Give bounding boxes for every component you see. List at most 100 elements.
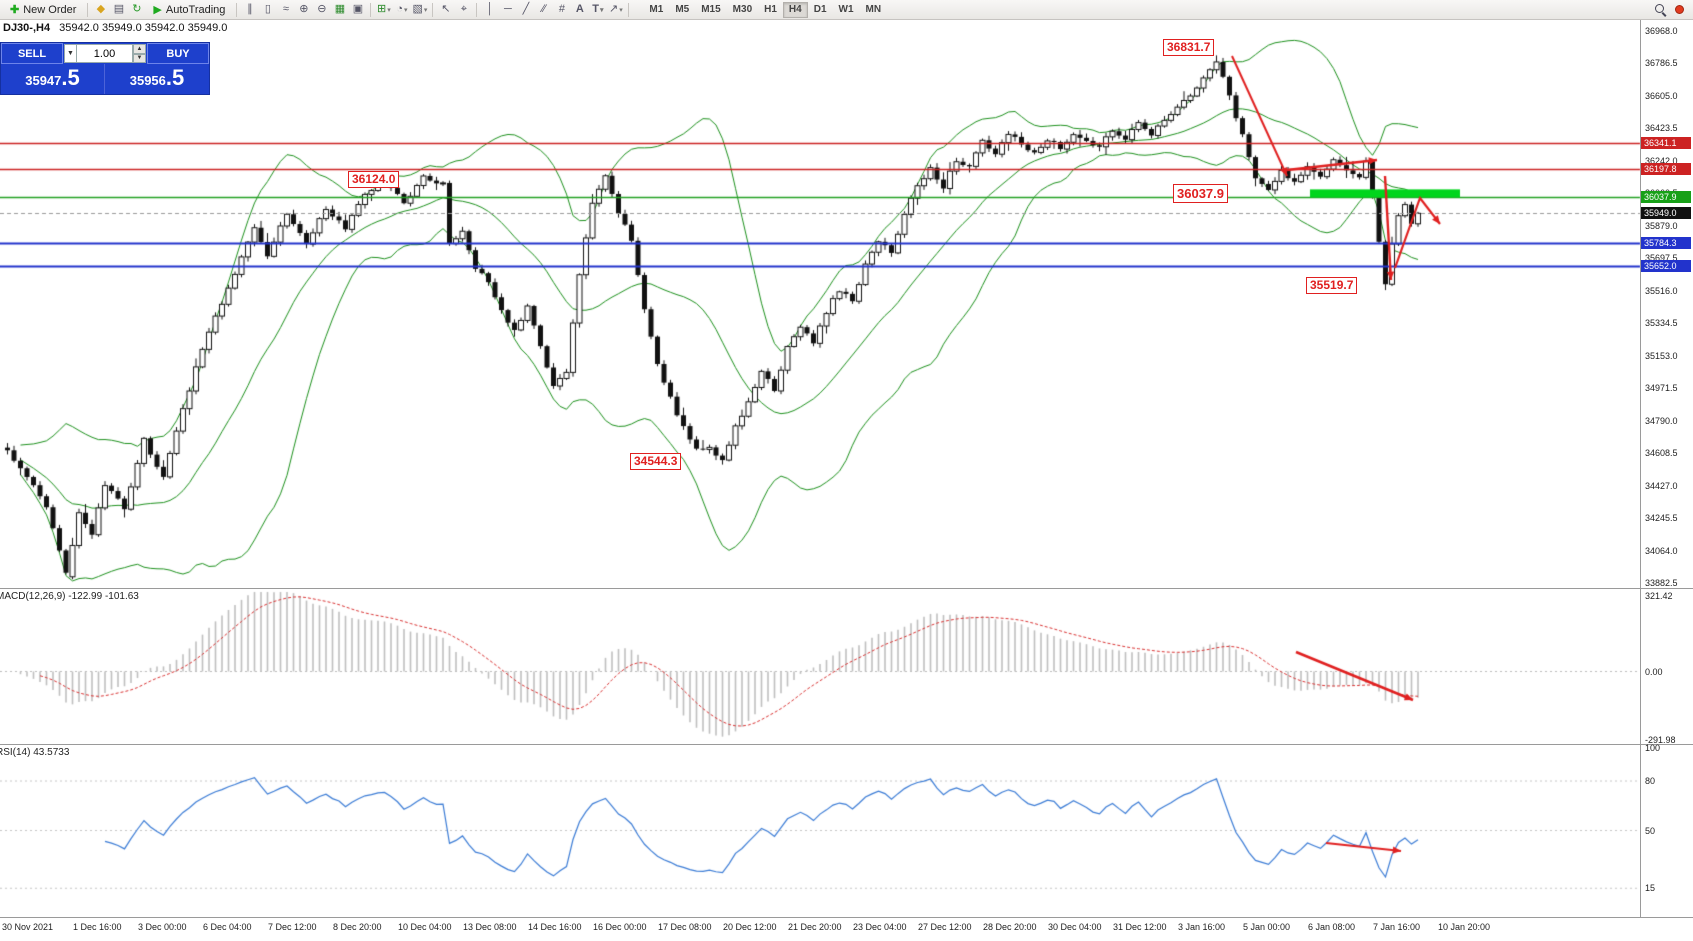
time-axis-label: 10 Dec 04:00 xyxy=(398,922,452,932)
panel-splitter-rsi[interactable] xyxy=(0,744,1693,745)
symbol-period-label: DJ30-,H4 xyxy=(3,22,51,34)
indicators-icon[interactable]: ⊞▾ xyxy=(377,3,391,15)
periods-icon[interactable]: ◔▾ xyxy=(396,3,408,15)
rsi-axis-value: 15 xyxy=(1645,883,1656,894)
price-axis-value: 34245.5 xyxy=(1645,513,1678,524)
price-axis-value: 34790.0 xyxy=(1645,415,1678,426)
buy-button[interactable]: BUY xyxy=(147,43,209,64)
timeframe-mn-button[interactable]: MN xyxy=(860,2,888,18)
timeframe-m15-button[interactable]: M15 xyxy=(695,2,726,18)
timeframe-h1-button[interactable]: H1 xyxy=(758,2,783,18)
time-axis-label: 3 Dec 00:00 xyxy=(138,922,187,932)
buy-price-main: 35956 xyxy=(129,73,166,88)
price-axis-value: 34064.0 xyxy=(1645,545,1678,556)
zoom-in-icon[interactable]: ⊕ xyxy=(299,3,309,15)
toolbar-separator xyxy=(476,2,478,17)
time-axis-label: 27 Dec 12:00 xyxy=(918,922,972,932)
timeframe-m1-button[interactable]: M1 xyxy=(643,2,669,18)
lot-size-input[interactable] xyxy=(77,44,133,63)
price-axis-tag: 35784.3 xyxy=(1641,236,1691,249)
connection-status-icon xyxy=(1675,5,1684,14)
one-click-trading-panel: SELL ▼ ▲ ▼ BUY 35947.5 35956.5 xyxy=(0,42,210,95)
time-axis-label: 6 Jan 08:00 xyxy=(1308,922,1356,932)
timeframe-m30-button[interactable]: M30 xyxy=(727,2,758,18)
autotrading-button[interactable]: ▶ AutoTrading xyxy=(146,1,232,18)
time-axis-label: 23 Dec 04:00 xyxy=(853,922,907,932)
annotation-low-34544[interactable]: 34544.3 xyxy=(630,453,682,470)
time-axis-label: 28 Dec 20:00 xyxy=(983,922,1037,932)
price-axis-value: 35516.0 xyxy=(1645,285,1678,296)
timeframe-m5-button[interactable]: M5 xyxy=(669,2,695,18)
price-axis-value: 33882.5 xyxy=(1645,578,1678,588)
lot-decrease-button[interactable]: ▼ xyxy=(133,53,146,63)
time-axis[interactable]: 30 Nov 2021 1 Dec 16:00 3 Dec 00:00 6 Dec 0… xyxy=(0,918,1640,941)
toolbar-separator xyxy=(87,2,89,17)
sell-price[interactable]: 35947.5 xyxy=(1,64,105,94)
fibonacci-icon[interactable]: # xyxy=(558,3,565,15)
price-axis-value: 35879.0 xyxy=(1645,220,1678,231)
timeframe-d1-button[interactable]: D1 xyxy=(808,2,833,18)
cursor-icon[interactable]: ↖ xyxy=(441,3,451,15)
price-axis[interactable]: 36968.036786.536605.036423.536242.036060… xyxy=(1641,20,1693,917)
sell-button[interactable]: SELL xyxy=(1,43,63,64)
time-axis-label: 13 Dec 08:00 xyxy=(463,922,517,932)
price-axis-value: 36242.0 xyxy=(1645,155,1678,166)
macd-axis-value: 321.42 xyxy=(1645,591,1673,601)
templates-icon[interactable]: ▧▾ xyxy=(412,3,428,15)
toolbar: ✚ New Order ◆ ▤ ↻ ▶ AutoTrading ∥ ▯ ≈ ⊕ … xyxy=(0,0,1693,20)
lot-increase-button[interactable]: ▲ xyxy=(133,44,146,54)
trade-panel-price-row: 35947.5 35956.5 xyxy=(1,64,209,94)
time-axis-label: 5 Jan 00:00 xyxy=(1243,922,1291,932)
time-axis-label: 21 Dec 20:00 xyxy=(788,922,842,932)
autotrading-label: AutoTrading xyxy=(165,3,226,16)
price-axis-value: 35153.0 xyxy=(1645,350,1678,361)
panel-splitter-macd[interactable] xyxy=(0,588,1693,589)
text-icon[interactable]: A xyxy=(575,3,584,15)
trade-panel-top-row: SELL ▼ ▲ ▼ BUY xyxy=(1,43,209,64)
timeframe-h4-button[interactable]: H4 xyxy=(782,1,808,18)
search-icon[interactable] xyxy=(1654,3,1667,16)
candlestick-chart-icon[interactable]: ▯ xyxy=(264,3,271,15)
price-axis-value: 34427.0 xyxy=(1645,480,1678,491)
new-order-icon: ✚ xyxy=(10,4,20,16)
lot-stepper: ▲ ▼ xyxy=(133,44,146,63)
annotation-low-35519[interactable]: 35519.7 xyxy=(1306,277,1358,294)
time-axis-border xyxy=(0,917,1693,918)
macd-label: MACD(12,26,9) -122.99 -101.63 xyxy=(0,591,139,602)
symbol-info-bar: DJ30-,H4 35942.0 35949.0 35942.0 35949.0 xyxy=(3,22,227,34)
lot-dropdown-button[interactable]: ▼ xyxy=(64,44,77,63)
buy-price[interactable]: 35956.5 xyxy=(105,64,209,94)
time-axis-label: 20 Dec 12:00 xyxy=(723,922,777,932)
time-axis-label: 10 Jan 20:00 xyxy=(1438,922,1491,932)
timeframe-w1-button[interactable]: W1 xyxy=(833,2,860,18)
symbols-icon[interactable]: ◆ xyxy=(96,3,106,15)
horizontal-line-icon[interactable]: ─ xyxy=(504,3,512,15)
tile-windows-icon[interactable]: ▦ xyxy=(334,3,346,15)
rsi-axis-value: 80 xyxy=(1645,776,1656,786)
sell-price-main: 35947 xyxy=(25,73,62,88)
market-depth-icon[interactable]: ▤ xyxy=(113,3,125,15)
channel-icon[interactable]: ∕∕ xyxy=(542,3,546,15)
lot-size-group: ▼ ▲ ▼ xyxy=(63,43,147,64)
price-axis-tag: 36197.8 xyxy=(1641,162,1691,175)
bar-chart-icon[interactable]: ∥ xyxy=(247,3,253,15)
annotation-resistance-36124[interactable]: 36124.0 xyxy=(348,171,400,188)
crosshair-icon[interactable]: ⌖ xyxy=(460,3,467,15)
text-label-icon[interactable]: T▾ xyxy=(592,3,604,15)
price-axis-value: 36605.0 xyxy=(1645,90,1678,101)
timeframe-toolbar: M1 M5 M15 M30 H1 H4 D1 W1 MN xyxy=(643,1,888,18)
macd-axis-value: -291.98 xyxy=(1645,735,1676,745)
annotation-high-36831[interactable]: 36831.7 xyxy=(1163,39,1215,56)
line-chart-icon[interactable]: ≈ xyxy=(282,3,289,15)
zoom-out-icon[interactable]: ⊖ xyxy=(317,3,327,15)
trendline-icon[interactable]: ╱ xyxy=(522,3,530,15)
refresh-icon[interactable]: ↻ xyxy=(132,3,142,15)
cascade-windows-icon[interactable]: ▣ xyxy=(352,3,364,15)
annotation-level-36037[interactable]: 36037.9 xyxy=(1173,184,1228,203)
new-order-button[interactable]: ✚ New Order xyxy=(3,1,83,18)
rsi-axis-value: 50 xyxy=(1645,825,1656,836)
arrows-tool-icon[interactable]: ↗▾ xyxy=(609,3,623,15)
vertical-line-icon[interactable]: │ xyxy=(486,3,494,15)
toolbar-right-group xyxy=(1654,3,1690,16)
